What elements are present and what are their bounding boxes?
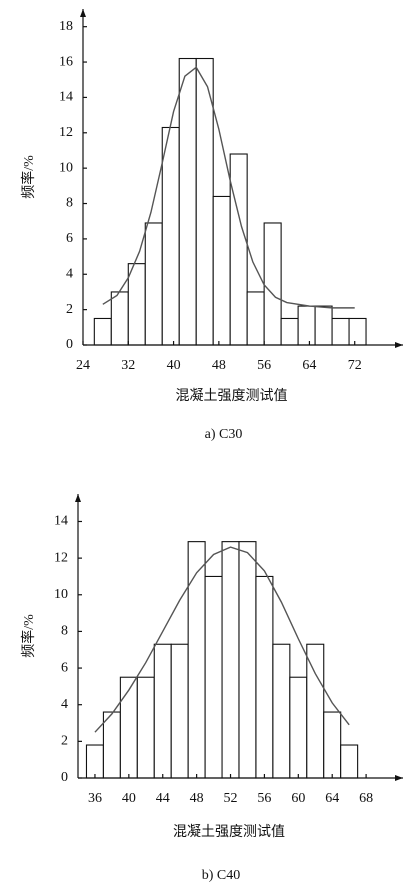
caption: a) C30 (205, 427, 243, 442)
x-tick-label: 56 (257, 358, 271, 373)
y-tick-label: 2 (61, 734, 68, 749)
x-tick-label: 68 (359, 791, 373, 806)
bar (110, 291, 129, 346)
bar (340, 744, 359, 779)
bar (85, 744, 104, 779)
bar (212, 195, 231, 346)
x-tick-label: 56 (257, 791, 271, 806)
y-tick-label: 12 (59, 125, 73, 140)
x-tick-label: 64 (302, 358, 316, 373)
x-tick-label: 52 (224, 791, 238, 806)
x-tick-label: 48 (212, 358, 226, 373)
y-tick-label: 0 (61, 770, 68, 785)
bar (178, 57, 197, 346)
y-tick-label: 8 (66, 196, 73, 211)
y-tick-label: 18 (59, 19, 73, 34)
y-tick-label: 4 (61, 697, 68, 712)
bar (93, 317, 112, 346)
x-tick-label: 64 (325, 791, 339, 806)
caption: b) C40 (202, 868, 241, 883)
bar (314, 305, 333, 346)
fit-curve (102, 66, 355, 309)
bar (153, 643, 172, 779)
fit-curve (94, 546, 350, 733)
bar (246, 291, 265, 346)
bar (323, 711, 342, 779)
y-tick-label: 16 (59, 54, 73, 69)
bar (289, 676, 308, 779)
x-tick-label: 36 (88, 791, 102, 806)
y-tick-label: 14 (54, 514, 68, 529)
x-axis-label: 混凝土强度测试值 (173, 824, 285, 840)
y-tick-label: 10 (54, 587, 68, 602)
bar (331, 317, 350, 346)
x-tick-label: 24 (76, 358, 90, 373)
bar (255, 575, 274, 779)
y-tick-label: 0 (66, 337, 73, 352)
x-axis-label: 混凝土强度测试值 (176, 388, 288, 404)
y-tick-label: 6 (66, 231, 73, 246)
y-tick-label: 4 (66, 266, 73, 281)
axis-arrow (75, 494, 81, 502)
bar (161, 126, 180, 346)
x-tick-label: 60 (291, 791, 305, 806)
bar (238, 541, 257, 779)
bar (170, 643, 189, 779)
bar (195, 57, 214, 346)
y-tick-label: 2 (66, 302, 73, 317)
x-tick-label: 32 (121, 358, 135, 373)
axis-arrow (395, 775, 403, 781)
bar (306, 643, 325, 779)
bar (187, 541, 206, 779)
bar (102, 711, 121, 779)
y-tick-label: 12 (54, 550, 68, 565)
x-tick-label: 40 (122, 791, 136, 806)
bar (297, 305, 316, 346)
bar (127, 263, 146, 346)
bar (280, 317, 299, 346)
bar (272, 643, 291, 779)
y-axis-label: 频率/% (20, 155, 37, 199)
x-tick-label: 44 (156, 791, 170, 806)
y-tick-label: 6 (61, 660, 68, 675)
y-tick-label: 8 (61, 624, 68, 639)
bar (136, 676, 155, 779)
bar (263, 222, 282, 346)
bar (144, 222, 163, 346)
x-tick-label: 72 (348, 358, 362, 373)
y-tick-label: 10 (59, 160, 73, 175)
bar (119, 676, 138, 779)
bar (348, 317, 367, 346)
bar (221, 541, 240, 779)
axis-arrow (395, 342, 403, 348)
x-tick-label: 40 (167, 358, 181, 373)
axis-arrow (80, 9, 86, 17)
x-tick-label: 48 (190, 791, 204, 806)
y-tick-label: 14 (59, 90, 73, 105)
y-axis-label: 频率/% (20, 614, 37, 658)
bar (204, 575, 223, 779)
bar (229, 153, 248, 346)
